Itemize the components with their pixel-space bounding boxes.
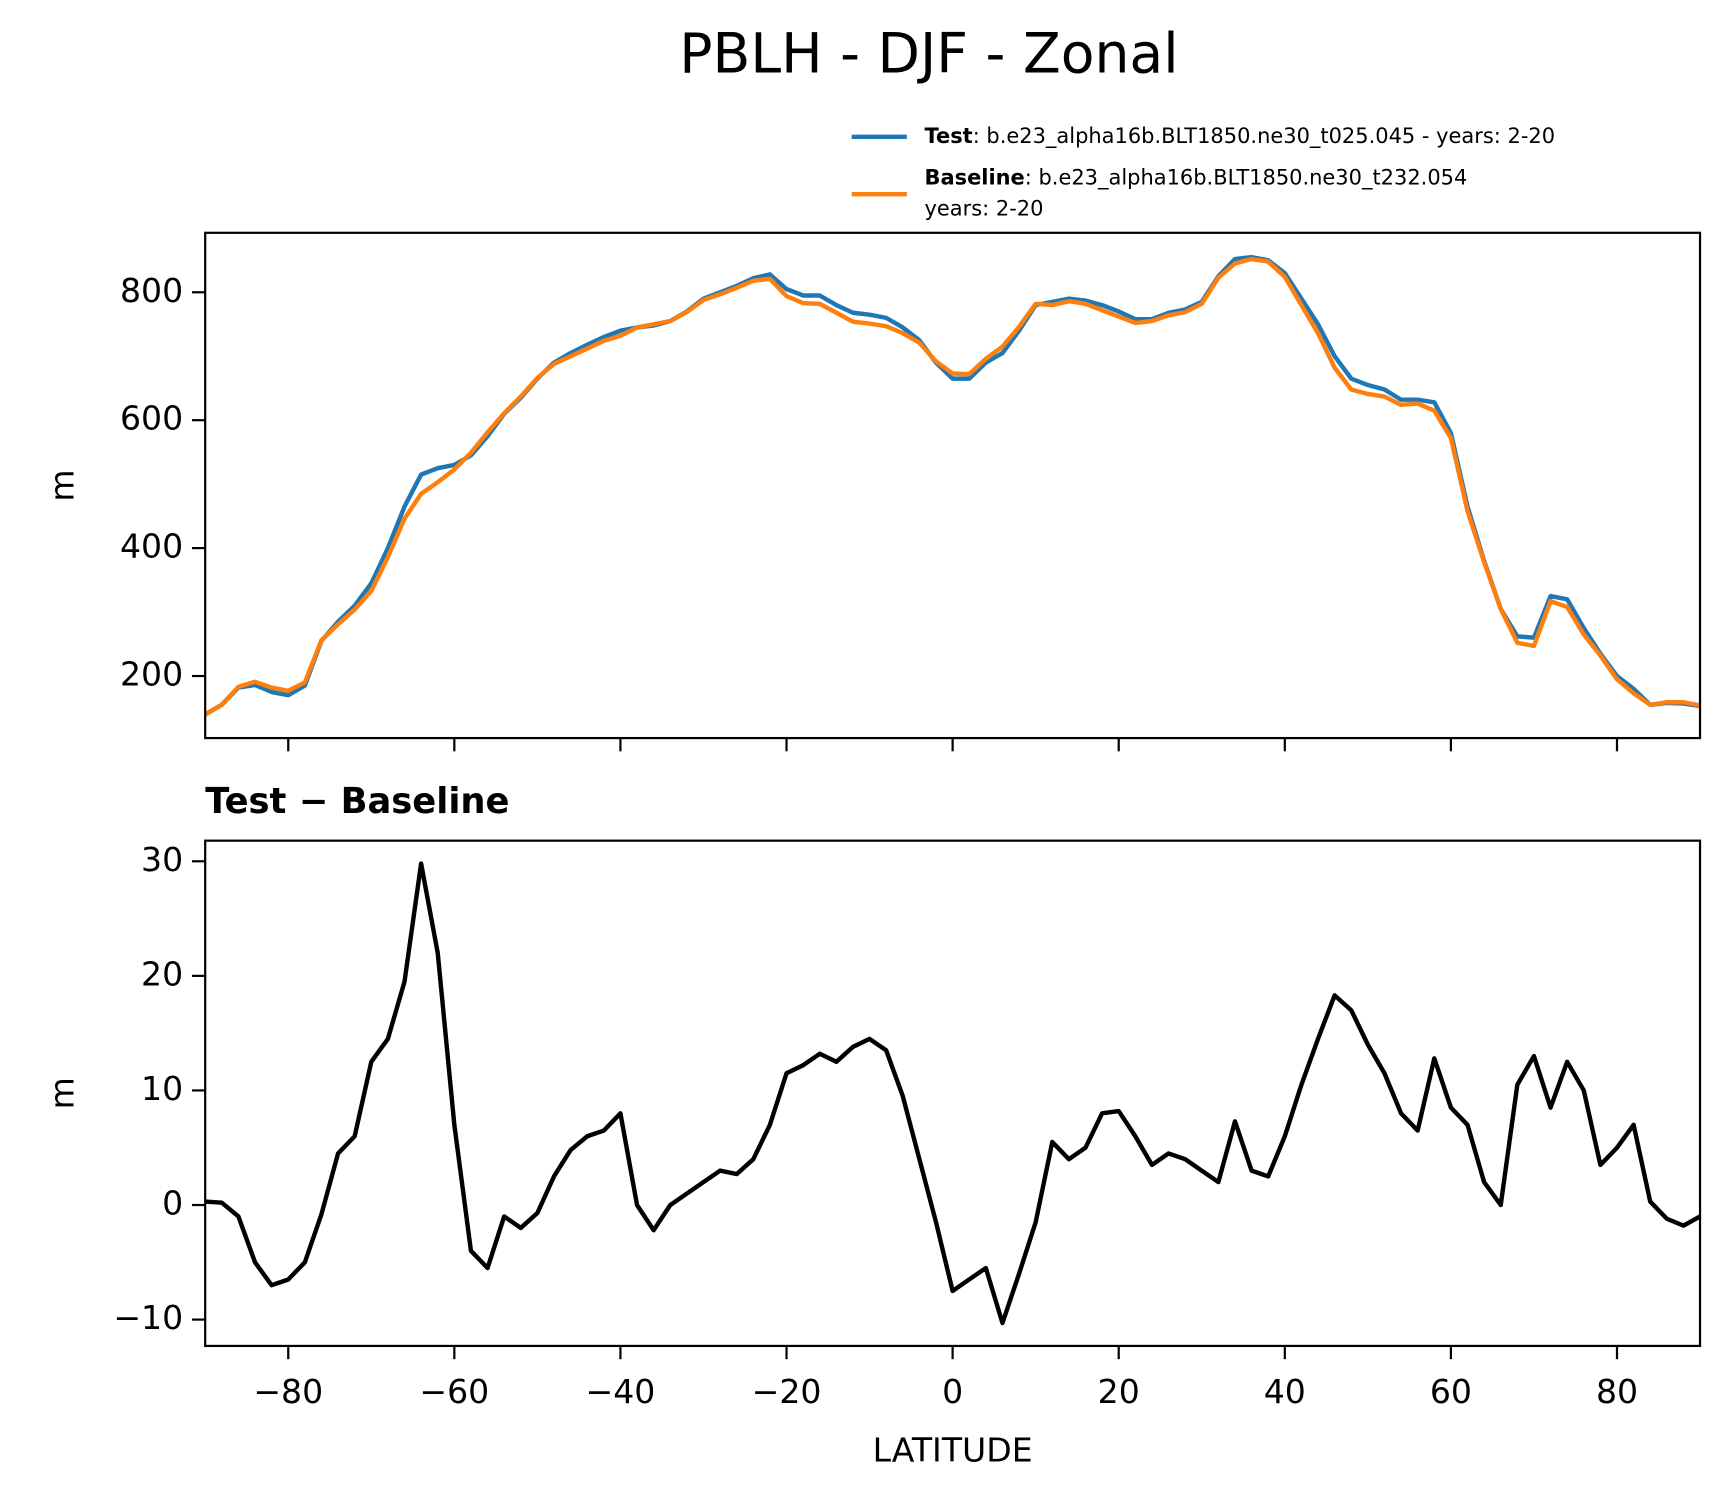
y-tick-label: 800 [120,271,183,310]
legend-text: Test: b.e23_alpha16b.BLT1850.ne30_t025.0… [924,124,1555,149]
legend-text: Baseline: b.e23_alpha16b.BLT1850.ne30_t2… [924,166,1467,191]
x-tick-label: 40 [1264,1372,1306,1411]
subplot-title: Test − Baseline [205,781,509,822]
x-tick-label: 20 [1098,1372,1140,1411]
x-axis-label: LATITUDE [873,1430,1033,1469]
data-line [205,861,1701,1326]
x-tick-label: 60 [1430,1372,1472,1411]
y-tick-label: 400 [120,527,183,566]
figure-title: PBLH - DJF - Zonal [679,23,1178,87]
y-tick-label: 30 [141,840,183,879]
x-tick-label: −40 [586,1372,656,1411]
legend-text: years: 2-20 [924,197,1043,221]
x-tick-label: −60 [419,1372,489,1411]
y-tick-label: 600 [120,399,183,438]
y-tick-label: −10 [113,1298,183,1337]
data-line [205,256,1701,717]
legend-name: Test [924,124,972,148]
y-tick-label: 0 [162,1184,183,1223]
legend-name: Baseline [924,166,1024,190]
y-tick-label: 200 [120,655,183,694]
subplot-title-part: Test [205,781,286,822]
data-line [205,254,1701,717]
x-tick-label: 80 [1596,1372,1638,1411]
y-tick-label: 20 [141,954,183,993]
y-axis-label: m [42,469,81,501]
subplot-title-part: Baseline [341,781,510,822]
legend-detail: years: 2-20 [924,197,1043,221]
legend-detail: : b.e23_alpha16b.BLT1850.ne30_t025.045 -… [973,124,1555,149]
x-tick-label: 0 [942,1372,963,1411]
x-tick-label: −80 [253,1372,323,1411]
x-tick-label: −20 [752,1372,822,1411]
legend-detail: : b.e23_alpha16b.BLT1850.ne30_t232.054 [1025,166,1468,191]
y-tick-label: 10 [141,1069,183,1108]
y-axis-label: m [42,1077,81,1109]
